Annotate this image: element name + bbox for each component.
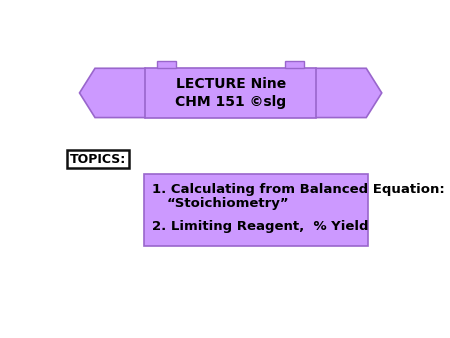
Text: 2. Limiting Reagent,  % Yield: 2. Limiting Reagent, % Yield	[152, 220, 368, 233]
Polygon shape	[80, 68, 161, 118]
Polygon shape	[157, 62, 176, 68]
Text: 1. Calculating from Balanced Equation:: 1. Calculating from Balanced Equation:	[152, 183, 444, 196]
Polygon shape	[285, 62, 304, 68]
Text: CHM 151 ©slg: CHM 151 ©slg	[175, 95, 286, 109]
FancyBboxPatch shape	[67, 150, 129, 168]
Text: TOPICS:: TOPICS:	[70, 153, 126, 166]
Text: “Stoichiometry”: “Stoichiometry”	[167, 197, 290, 210]
Polygon shape	[301, 68, 382, 118]
Text: LECTURE Nine: LECTURE Nine	[176, 77, 286, 92]
FancyBboxPatch shape	[145, 68, 316, 118]
FancyBboxPatch shape	[144, 174, 368, 246]
